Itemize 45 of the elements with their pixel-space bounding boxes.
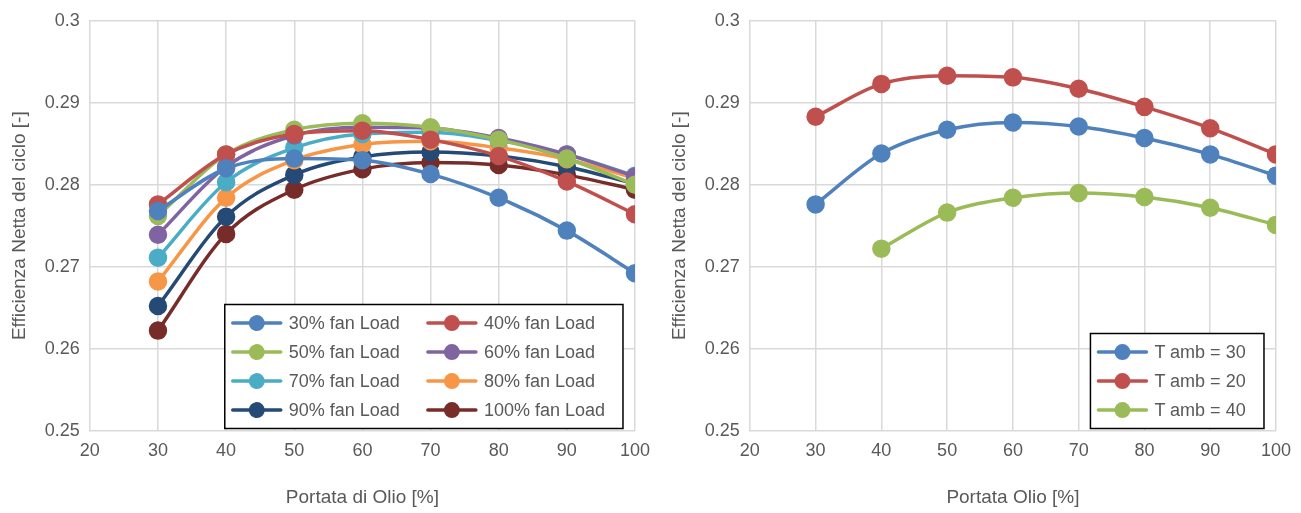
x-tick-label: 40 bbox=[871, 440, 892, 461]
x-axis-title: Portata Olio [%] bbox=[946, 485, 1080, 507]
legend-label: 50% fan Load bbox=[288, 342, 400, 363]
y-tick-label: 0.3 bbox=[714, 9, 740, 30]
y-tick-label: 0.27 bbox=[704, 255, 740, 276]
y-tick-label: 0.25 bbox=[704, 419, 740, 440]
legend-label: 60% fan Load bbox=[483, 342, 595, 363]
legend-label: 100% fan Load bbox=[483, 400, 605, 421]
legend-label: 30% fan Load bbox=[288, 313, 400, 334]
x-tick-label: 40 bbox=[216, 440, 237, 461]
x-tick-label: 50 bbox=[937, 440, 958, 461]
y-tick-label: 0.29 bbox=[704, 91, 740, 112]
x-tick-label: 60 bbox=[1002, 440, 1023, 461]
y-tick-label: 0.26 bbox=[44, 337, 80, 358]
legend-label: T amb = 20 bbox=[1154, 371, 1246, 392]
y-tick-label: 0.27 bbox=[44, 255, 80, 276]
legend-label: 40% fan Load bbox=[483, 313, 595, 334]
y-tick-label: 0.28 bbox=[44, 173, 80, 194]
x-tick-label: 30 bbox=[147, 440, 168, 461]
x-tick-label: 50 bbox=[284, 440, 305, 461]
legend-label: 80% fan Load bbox=[483, 371, 595, 392]
x-axis-title: Portata di Olio [%] bbox=[285, 485, 439, 507]
x-tick-label: 20 bbox=[739, 440, 760, 461]
x-tick-label: 70 bbox=[1068, 440, 1089, 461]
y-tick-label: 0.3 bbox=[54, 9, 80, 30]
x-tick-label: 90 bbox=[1200, 440, 1221, 461]
y-tick-label: 0.28 bbox=[704, 173, 740, 194]
y-tick-label: 0.25 bbox=[44, 419, 80, 440]
legend-label: 90% fan Load bbox=[288, 400, 400, 421]
x-tick-label: 70 bbox=[420, 440, 441, 461]
x-tick-label: 20 bbox=[79, 440, 100, 461]
x-tick-label: 60 bbox=[352, 440, 373, 461]
x-tick-label: 100 bbox=[619, 440, 651, 461]
y-axis-title: Efficienza Netta del ciclo [-] bbox=[7, 111, 29, 341]
legend-label: T amb = 30 bbox=[1154, 342, 1246, 363]
y-tick-label: 0.29 bbox=[44, 91, 80, 112]
y-tick-label: 0.26 bbox=[704, 337, 740, 358]
x-tick-label: 80 bbox=[1134, 440, 1155, 461]
x-tick-label: 100 bbox=[1260, 440, 1292, 461]
y-axis-title: Efficienza Netta del ciclo [-] bbox=[667, 111, 689, 341]
legend-label: 70% fan Load bbox=[288, 371, 400, 392]
x-tick-label: 90 bbox=[556, 440, 577, 461]
x-tick-label: 30 bbox=[805, 440, 826, 461]
x-tick-label: 80 bbox=[488, 440, 509, 461]
legend-label: T amb = 40 bbox=[1154, 400, 1246, 421]
